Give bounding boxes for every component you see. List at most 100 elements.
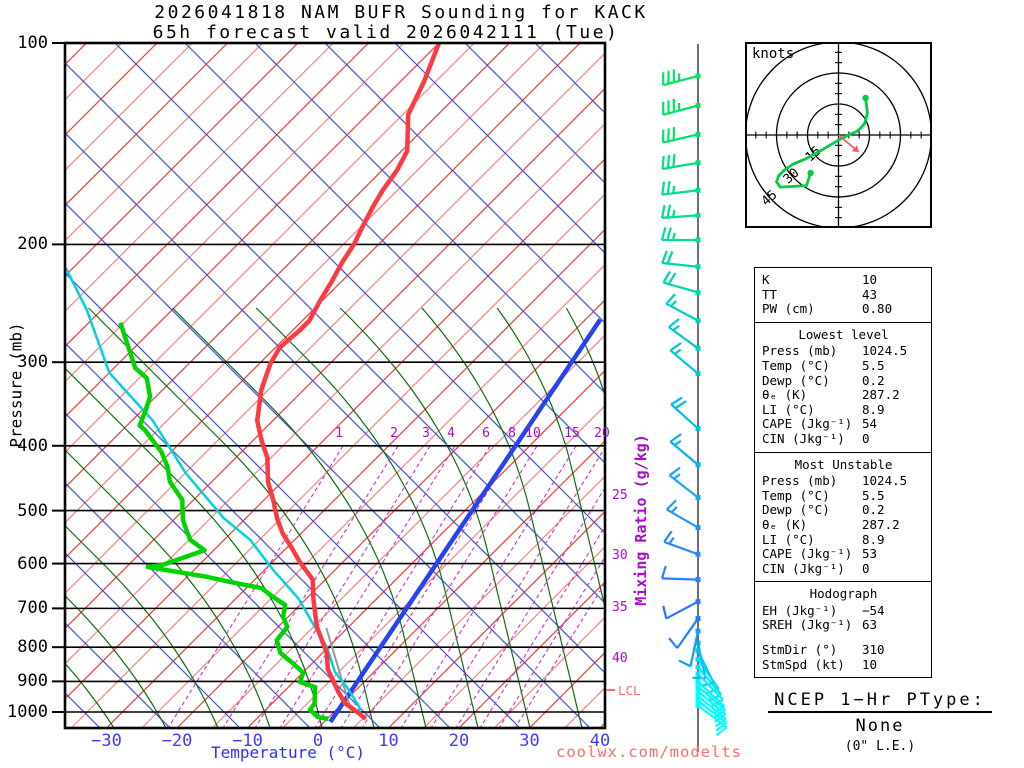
mixing-ratio-label: 6 bbox=[482, 426, 490, 441]
stat-label: CAPE (Jkg⁻¹) bbox=[762, 546, 853, 562]
barb-station-dot bbox=[695, 212, 701, 218]
barb-station-dot bbox=[695, 73, 701, 79]
barb-station-dot bbox=[695, 237, 701, 243]
stat-row: StmSpd (kt) 10 bbox=[762, 657, 925, 673]
mixing-ratio-axis-label: Mixing Ratio (g/kg) bbox=[632, 434, 650, 606]
pressure-tick-label: 300 bbox=[17, 352, 48, 373]
temperature-tick-label: 0 bbox=[312, 731, 324, 751]
stat-label: PW (cm) bbox=[762, 301, 815, 317]
wind-barb bbox=[678, 628, 701, 668]
barb-station-dot bbox=[695, 684, 701, 690]
stat-value: 287.2 bbox=[862, 387, 900, 403]
temperature-tick-label: 10 bbox=[378, 731, 399, 751]
stat-row: TT 43 bbox=[762, 287, 925, 303]
stat-row: θₑ (K) 287.2 bbox=[762, 387, 925, 403]
barb-station-dot bbox=[695, 577, 701, 583]
temperature-tick-label: 40 bbox=[589, 731, 611, 751]
barb-station-dot bbox=[695, 187, 701, 193]
storm-motion-arrow bbox=[837, 134, 855, 149]
pressure-tick-label: 900 bbox=[17, 671, 48, 692]
stat-label: Temp (°C) bbox=[762, 487, 830, 503]
mixing-ratio-label: 3 bbox=[422, 426, 430, 441]
stat-label: Dewp (°C) bbox=[762, 502, 830, 518]
barb-station-dot bbox=[695, 525, 701, 531]
wind-barb bbox=[668, 466, 701, 501]
stat-row: CAPE (Jkg⁻¹) 54 bbox=[762, 417, 925, 432]
wind-barb bbox=[660, 565, 701, 583]
stat-row: SREH (Jkg⁻¹) 63 bbox=[762, 618, 925, 633]
mixing-ratio-label: 1 bbox=[335, 426, 343, 441]
wind-barb bbox=[662, 270, 701, 295]
barb-station-dot bbox=[695, 495, 701, 501]
mixing-ratio-label: 15 bbox=[564, 426, 580, 441]
pressure-tick-label: 700 bbox=[17, 598, 48, 619]
stat-value: 1024.5 bbox=[862, 473, 908, 489]
stat-value: 8.9 bbox=[862, 401, 885, 417]
isotherm-lines bbox=[65, 43, 605, 728]
stat-label: LI (°C) bbox=[762, 401, 815, 417]
barb-station-dot bbox=[695, 102, 701, 108]
mixing-ratio-right-label: 30 bbox=[612, 548, 628, 563]
barb-station-dot bbox=[695, 318, 701, 324]
hodograph-trace bbox=[775, 97, 869, 189]
wind-barb bbox=[695, 698, 728, 732]
stat-label: Temp (°C) bbox=[762, 357, 830, 373]
stat-row: PW (cm) 0.80 bbox=[762, 301, 925, 317]
stat-row: CAPE (Jkg⁻¹) 53 bbox=[762, 546, 925, 562]
temperature-tick-label: −30 bbox=[91, 731, 122, 751]
stat-row: LI (°C) 8.9 bbox=[762, 401, 925, 418]
wind-barb bbox=[669, 342, 701, 377]
temperature-axis-label: Temperature (°C) bbox=[210, 743, 366, 762]
wind-barb bbox=[663, 530, 701, 557]
stat-value: 0.2 bbox=[862, 372, 885, 388]
stat-value: 0 bbox=[862, 560, 870, 576]
barb-station-dot bbox=[695, 599, 701, 605]
stat-value: −54 bbox=[862, 602, 885, 618]
stats-section: K 10 TT 43 PW (cm) 0.80 bbox=[755, 268, 931, 323]
stat-row: StmDir (°) 310 bbox=[762, 642, 925, 658]
barb-station-dot bbox=[695, 160, 701, 166]
stat-row: CIN (Jkg⁻¹) 0 bbox=[762, 431, 925, 447]
mixing-ratio-label: 2 bbox=[390, 426, 398, 441]
barb-station-dot bbox=[695, 698, 701, 704]
barb-station-dot bbox=[695, 703, 701, 709]
wind-barb bbox=[661, 127, 701, 144]
mixing-ratio-label: 8 bbox=[508, 426, 516, 441]
stat-label: CAPE (Jkg⁻¹) bbox=[762, 416, 853, 432]
mixing-ratio-label: 20 bbox=[594, 426, 610, 441]
plot-border bbox=[63, 41, 607, 730]
wind-barb bbox=[660, 227, 701, 243]
barb-station-dot bbox=[695, 616, 701, 622]
stat-label: Dewp (°C) bbox=[762, 372, 830, 388]
temperature-tick-label: 30 bbox=[519, 731, 540, 751]
wind-barb bbox=[662, 69, 701, 87]
stat-value: 5.5 bbox=[862, 357, 885, 373]
stat-row: CIN (Jkg⁻¹) 0 bbox=[762, 560, 925, 577]
parcel-path-segment bbox=[325, 627, 353, 713]
barb-station-dot bbox=[695, 640, 701, 646]
pressure-gridlines bbox=[65, 243, 605, 713]
mixing-ratio-right-label: 40 bbox=[612, 651, 628, 666]
wind-barb bbox=[670, 396, 701, 432]
mixing-ratio-right-label: 25 bbox=[612, 488, 628, 503]
wind-barb bbox=[661, 204, 701, 219]
stat-label: StmDir (°) bbox=[762, 642, 838, 658]
hodograph-trace-top-dot bbox=[862, 94, 869, 102]
hodograph-units-label: knots bbox=[752, 46, 795, 62]
mixing-ratio-label: 10 bbox=[525, 426, 541, 441]
barb-station-dot bbox=[695, 693, 701, 699]
stat-row: Temp (°C) 5.5 bbox=[762, 487, 925, 504]
stat-label: CIN (Jkg⁻¹) bbox=[762, 560, 845, 576]
stat-label: EH (Jkg⁻¹) bbox=[762, 602, 838, 618]
stat-value: 287.2 bbox=[862, 516, 900, 532]
stat-value: 8.9 bbox=[862, 531, 885, 547]
temperature-tick-label: 20 bbox=[448, 731, 470, 751]
barb-station-dot bbox=[695, 371, 701, 377]
stat-label: LI (°C) bbox=[762, 531, 815, 547]
wind-barb bbox=[661, 154, 701, 171]
stat-row: Press (mb) 1024.5 bbox=[762, 344, 925, 359]
stat-row: Dewp (°C) 0.2 bbox=[762, 503, 925, 518]
